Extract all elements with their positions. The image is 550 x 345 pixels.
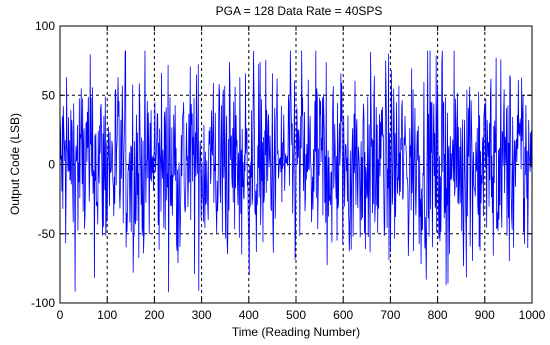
x-tick-label: 1000 [519, 308, 546, 322]
x-tick-label: 300 [192, 308, 212, 322]
series-line [59, 50, 533, 293]
x-tick-label: 200 [144, 308, 164, 322]
y-tick-label: -50 [38, 227, 56, 241]
series-trace [59, 50, 533, 293]
y-axis-ticks: -100 -50 0 50 100 [31, 19, 532, 310]
y-tick-label: 0 [48, 158, 55, 172]
y-tick-label: 100 [35, 19, 55, 33]
x-tick-label: 0 [57, 308, 64, 322]
y-tick-label: 50 [42, 88, 56, 102]
x-tick-label: 500 [286, 308, 306, 322]
x-tick-label: 600 [333, 308, 353, 322]
x-tick-label: 400 [239, 308, 259, 322]
y-axis-label: Output Code (LSB) [8, 113, 22, 215]
chart-title: PGA = 128 Data Rate = 40SPS [216, 4, 383, 18]
x-axis-ticks: 0 100 200 300 400 500 600 700 800 900 1000 [57, 26, 546, 322]
x-tick-label: 900 [475, 308, 495, 322]
x-tick-label: 700 [380, 308, 400, 322]
x-tick-label: 800 [428, 308, 448, 322]
x-tick-label: 100 [97, 308, 117, 322]
x-axis-label: Time (Reading Number) [232, 325, 360, 339]
y-tick-label: -100 [31, 296, 55, 310]
